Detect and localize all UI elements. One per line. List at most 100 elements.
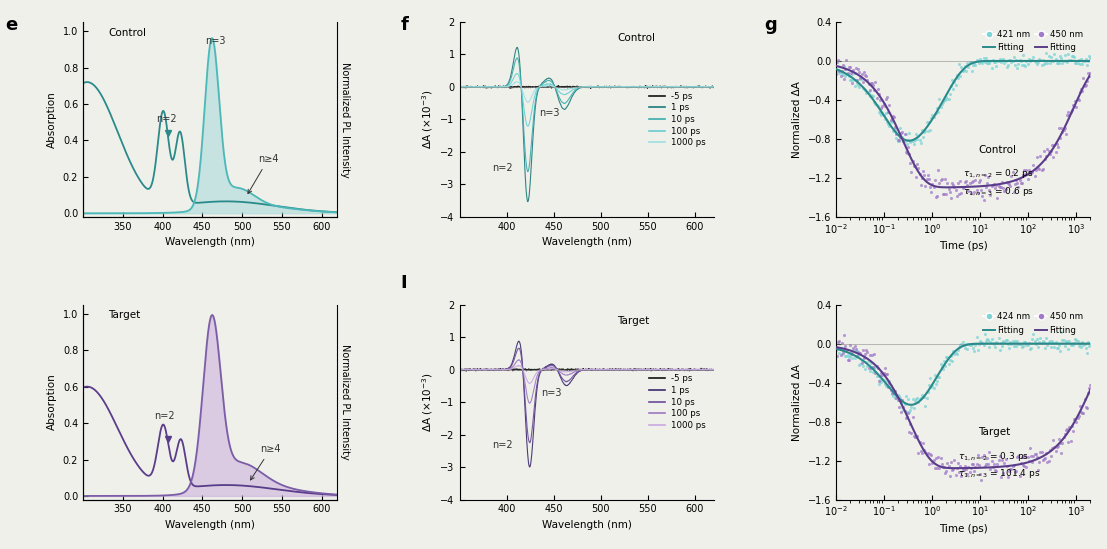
Point: [896, 399, 913, 408]
Point: [1027, 340, 1045, 349]
Point: [1079, 68, 1097, 77]
Point: [1076, 82, 1094, 91]
Point: [880, 377, 898, 386]
Point: [969, 345, 986, 354]
Point: [933, 362, 951, 371]
Point: [831, 343, 849, 352]
Point: [939, 353, 956, 362]
Point: [1051, 340, 1068, 349]
Point: [1063, 339, 1080, 348]
Point: [1065, 52, 1083, 61]
Point: [1010, 340, 1027, 349]
Point: [1035, 59, 1053, 68]
Point: [1058, 58, 1076, 66]
Point: [860, 356, 878, 365]
Point: [884, 126, 902, 135]
Point: [877, 382, 894, 390]
Point: [844, 79, 861, 87]
Point: [934, 98, 952, 107]
Point: [855, 353, 872, 362]
Point: [941, 188, 959, 197]
Point: [930, 166, 948, 175]
Point: [990, 56, 1007, 65]
Point: [1049, 441, 1067, 450]
Point: [836, 344, 853, 352]
Point: [923, 180, 941, 189]
Point: [889, 136, 907, 144]
Point: [849, 348, 867, 356]
Point: [934, 189, 952, 198]
Legend: 424 nm, Fitting, 450 nm, Fitting: 424 nm, Fitting, 450 nm, Fitting: [980, 309, 1086, 338]
Point: [965, 466, 983, 475]
Point: [863, 91, 881, 100]
Point: [909, 394, 927, 402]
Point: [889, 391, 907, 400]
Point: [847, 63, 865, 72]
Point: [1058, 111, 1076, 120]
Point: [863, 363, 881, 372]
Point: [1028, 153, 1046, 161]
Point: [832, 66, 850, 75]
Text: Target: Target: [618, 316, 650, 326]
Point: [999, 339, 1016, 348]
Point: [1067, 336, 1085, 345]
Point: [839, 350, 857, 359]
Point: [946, 185, 964, 194]
Point: [836, 62, 853, 71]
Point: [962, 341, 980, 350]
Point: [995, 187, 1013, 195]
Point: [931, 94, 949, 103]
Point: [1079, 57, 1097, 65]
Point: [948, 192, 965, 200]
Point: [886, 113, 903, 121]
Point: [834, 61, 851, 70]
Point: [877, 95, 894, 104]
Point: [903, 395, 921, 404]
Point: [1052, 52, 1069, 60]
Point: [969, 451, 986, 460]
Point: [1018, 341, 1036, 350]
Point: [883, 114, 901, 122]
Point: [903, 156, 921, 165]
Point: [888, 130, 906, 139]
Point: [1061, 110, 1078, 119]
Point: [879, 108, 897, 116]
Point: [1056, 342, 1074, 351]
Point: [945, 182, 963, 191]
Point: [836, 74, 853, 83]
Point: [856, 71, 873, 80]
Point: [981, 447, 999, 456]
Point: [1030, 342, 1047, 351]
Point: [960, 463, 977, 472]
Point: [1034, 455, 1052, 464]
Point: [911, 170, 929, 179]
Point: [933, 99, 951, 108]
Point: [915, 171, 933, 180]
Point: [1063, 52, 1080, 60]
Text: g: g: [764, 16, 777, 35]
Point: [886, 389, 903, 397]
Point: [1053, 53, 1070, 62]
Point: [908, 130, 925, 138]
Point: [1045, 50, 1063, 59]
Point: [1006, 179, 1024, 188]
Point: [899, 409, 917, 418]
Point: [955, 183, 973, 192]
Point: [1069, 342, 1087, 351]
Point: [972, 57, 990, 66]
Point: [832, 350, 850, 358]
Point: [1048, 58, 1066, 67]
Point: [871, 372, 889, 380]
Point: [938, 190, 955, 199]
Point: [1028, 334, 1046, 343]
Point: [1069, 411, 1087, 420]
Point: [1032, 55, 1049, 64]
Point: [1066, 414, 1084, 423]
Point: [931, 178, 949, 187]
Text: n=3: n=3: [206, 36, 226, 46]
Point: [828, 58, 846, 66]
Point: [870, 379, 888, 388]
Point: [884, 391, 902, 400]
Point: [1046, 147, 1064, 156]
Point: [996, 185, 1014, 194]
